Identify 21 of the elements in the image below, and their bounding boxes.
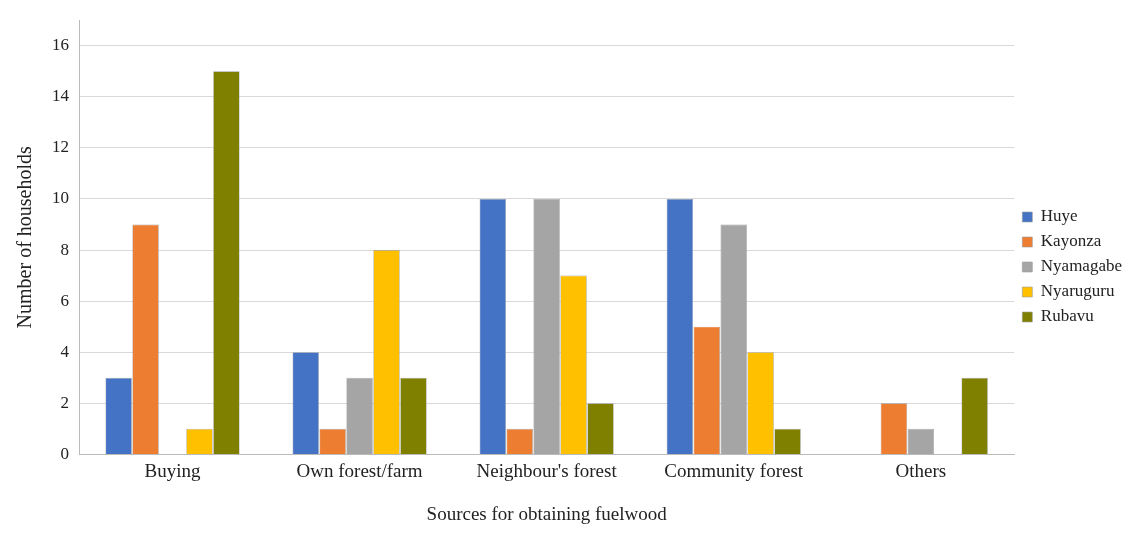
y-tick-label: 12	[52, 137, 69, 157]
legend-label: Huye	[1040, 206, 1078, 226]
x-tick-label: Neighbour's forest	[476, 459, 618, 481]
y-tick-label: 2	[60, 392, 69, 412]
y-tick-label: 0	[60, 443, 69, 463]
x-tick-label: Buying	[144, 459, 202, 481]
y-axis-title: Number of households	[13, 145, 36, 329]
legend-label: Nyamagabe	[1040, 256, 1123, 276]
x-tick-label: Own forest/farm	[296, 459, 423, 481]
y-tick-label: 8	[60, 239, 69, 259]
x-axis-title: Sources for obtaining fuelwood	[426, 502, 668, 524]
y-tick-label: 10	[52, 188, 69, 208]
y-tick-label: 6	[60, 290, 69, 310]
x-tick-label: Others	[895, 459, 947, 481]
legend-label: Nyaruguru	[1040, 281, 1115, 301]
legend-label: Kayonza	[1040, 231, 1102, 251]
y-tick-label: 16	[52, 35, 69, 55]
y-tick-label: 14	[52, 86, 70, 106]
legend-label: Rubavu	[1040, 306, 1095, 326]
x-tick-label: Community forest	[664, 459, 804, 481]
y-tick-label: 4	[60, 341, 70, 361]
